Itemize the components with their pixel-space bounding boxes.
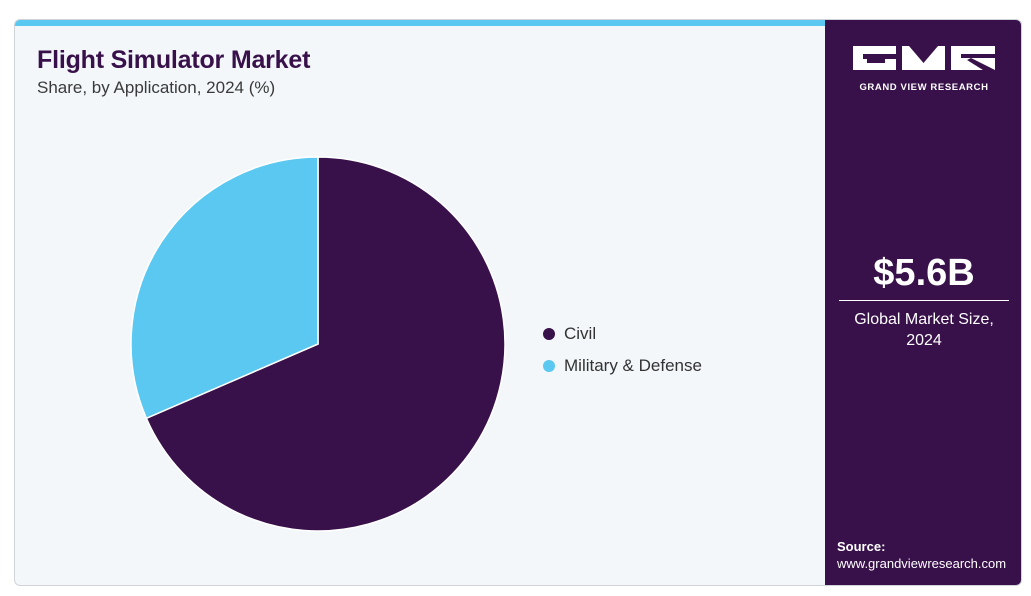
top-accent-bar (15, 20, 825, 26)
chart-subtitle: Share, by Application, 2024 (%) (37, 78, 276, 97)
market-caption-line1: Global Market Size, (854, 311, 994, 328)
chart-card: Flight Simulator Market Share, by Applic… (14, 19, 1022, 586)
source-url[interactable]: www.grandviewresearch.com (837, 556, 1007, 571)
grand-view-research-logo: GRAND VIEW RESEARCH (853, 46, 995, 93)
chart-legend: Civil Military & Defense (543, 318, 702, 382)
market-size-divider (839, 300, 1009, 301)
market-size-caption: Global Market Size, 2024 (825, 309, 1021, 351)
legend-item-military-defense: Military & Defense (543, 350, 702, 382)
legend-swatch-military-defense (543, 360, 555, 372)
legend-label-civil: Civil (564, 324, 597, 343)
legend-label-military-defense: Military & Defense (564, 356, 702, 375)
market-size-value: $5.6B (873, 252, 975, 294)
chart-title: Flight Simulator Market (37, 46, 311, 74)
pie-chart (130, 156, 506, 532)
pie-slice-civil (145, 156, 506, 532)
source-label: Source: (837, 539, 886, 554)
pie-slice-military-defense (130, 156, 319, 420)
market-summary-panel: GRAND VIEW RESEARCH $5.6B Global Market … (825, 20, 1021, 585)
legend-item-civil: Civil (543, 318, 702, 350)
legend-swatch-civil (543, 328, 555, 340)
logo-text: GRAND VIEW RESEARCH (859, 82, 989, 93)
gvr-logo-mark-icon (853, 46, 995, 70)
market-caption-line2: 2024 (906, 332, 942, 349)
